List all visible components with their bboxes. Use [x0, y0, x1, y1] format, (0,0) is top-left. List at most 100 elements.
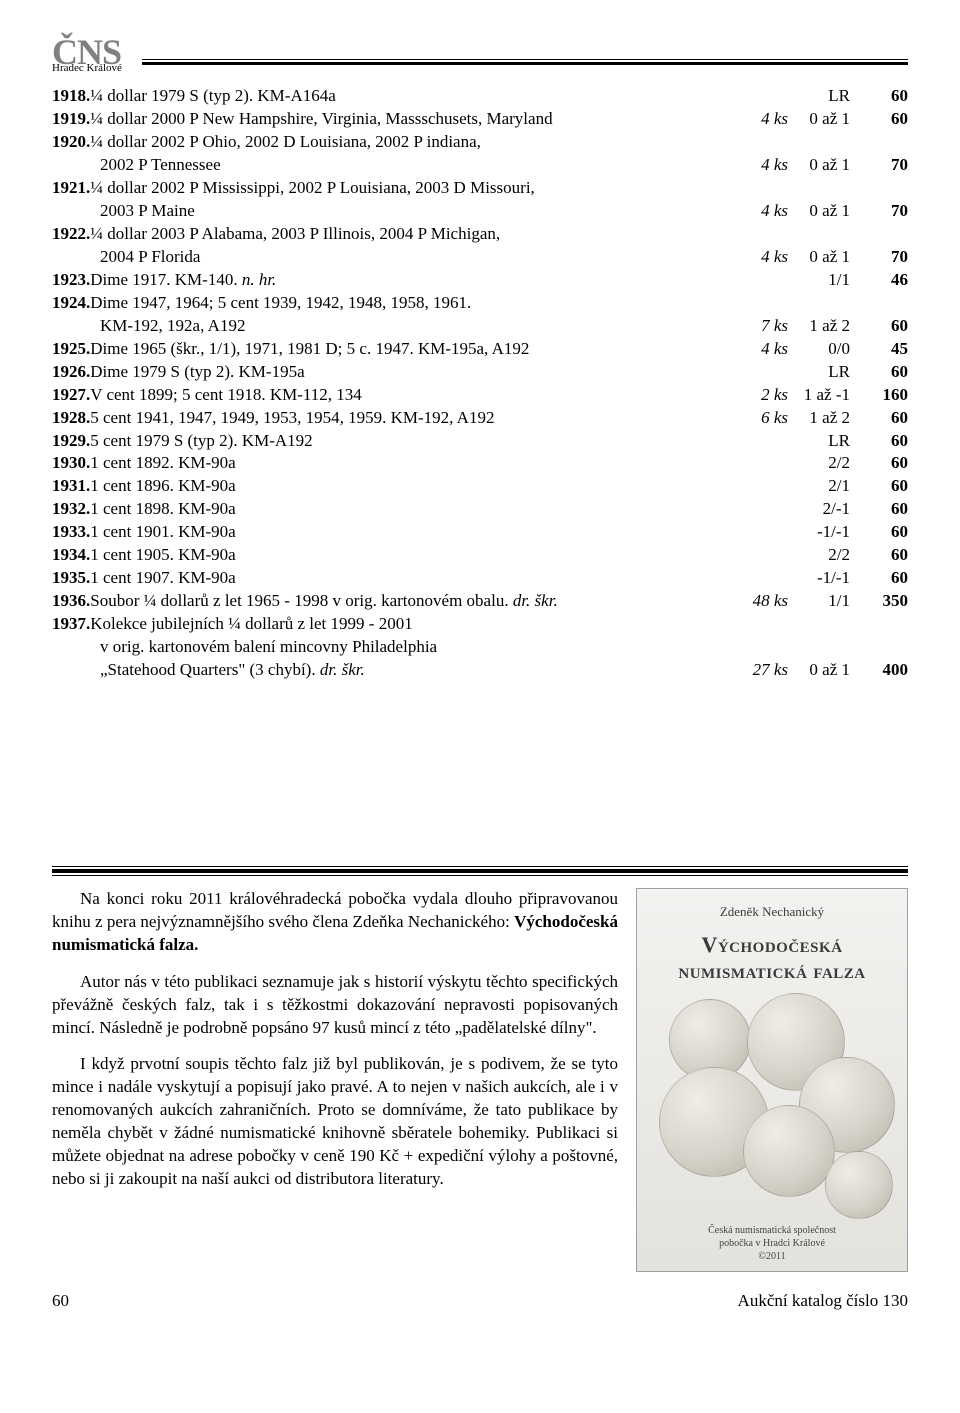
catalog-row: 1918. ¼ dollar 1979 S (typ 2). KM-A164aL…: [52, 85, 908, 108]
catalog-row: 1930. 1 cent 1892. KM-90a2/260: [52, 452, 908, 475]
book-cover: Zdeněk Nechanický Východočeská numismati…: [636, 888, 908, 1272]
lot-grade: -1/-1: [794, 567, 856, 590]
lot-description: 2003 P Maine: [52, 200, 732, 223]
lot-grade: 0 až 1: [794, 154, 856, 177]
promo-p3: I když prvotní soupis těchto falz již by…: [52, 1053, 618, 1191]
catalog-row: 1924. Dime 1947, 1964; 5 cent 1939, 1942…: [52, 292, 908, 315]
lot-grade: 0/0: [794, 338, 856, 361]
lot-grade: 1 až 2: [794, 315, 856, 338]
lot-number: 1932.: [52, 498, 90, 521]
catalog-row: 1927. V cent 1899; 5 cent 1918. KM-112, …: [52, 384, 908, 407]
catalog-row: 1928. 5 cent 1941, 1947, 1949, 1953, 195…: [52, 407, 908, 430]
lot-price: 60: [856, 452, 908, 475]
section-divider: [52, 866, 908, 876]
lot-number: 1925.: [52, 338, 90, 361]
catalog-row: KM-192, 192a, A1927 ks1 až 260: [52, 315, 908, 338]
lot-quantity: 27 ks: [732, 659, 794, 682]
lot-number: 1935.: [52, 567, 90, 590]
lot-description: Dime 1979 S (typ 2). KM-195a: [90, 361, 732, 384]
book-title-2: numismatická falza: [647, 958, 897, 983]
coin-art: [647, 993, 897, 1218]
lot-price: 60: [856, 475, 908, 498]
lot-number: 1937.: [52, 613, 90, 636]
lot-grade: 0 až 1: [794, 659, 856, 682]
lot-description: 2002 P Tennessee: [52, 154, 732, 177]
lot-grade: 0 až 1: [794, 108, 856, 131]
lot-number: 1923.: [52, 269, 90, 292]
lot-number: 1918.: [52, 85, 90, 108]
book-title-1: Východočeská: [647, 932, 897, 957]
catalog-row: „Statehood Quarters" (3 chybí). dr. škr.…: [52, 659, 908, 682]
catalog-row: 1919. ¼ dollar 2000 P New Hampshire, Vir…: [52, 108, 908, 131]
catalog-row: v orig. kartonovém balení mincovny Phila…: [52, 636, 908, 659]
lot-grade: 2/-1: [794, 498, 856, 521]
lot-number: 1920.: [52, 131, 90, 154]
lot-number: 1930.: [52, 452, 90, 475]
lot-grade: -1/-1: [794, 521, 856, 544]
lot-quantity: 48 ks: [732, 590, 794, 613]
page-number: 60: [52, 1290, 69, 1313]
lot-number: 1927.: [52, 384, 90, 407]
catalog-row: 1931. 1 cent 1896. KM-90a2/160: [52, 475, 908, 498]
lot-price: 45: [856, 338, 908, 361]
lot-number: 1934.: [52, 544, 90, 567]
catalog-row: 1922. ¼ dollar 2003 P Alabama, 2003 P Il…: [52, 223, 908, 246]
lot-description: 1 cent 1901. KM-90a: [90, 521, 732, 544]
lot-description: 1 cent 1898. KM-90a: [90, 498, 732, 521]
catalog-row: 2004 P Florida4 ks0 až 170: [52, 246, 908, 269]
catalog-row: 2003 P Maine4 ks0 až 170: [52, 200, 908, 223]
lot-price: 70: [856, 200, 908, 223]
promo-p2: Autor nás v této publikaci seznamuje jak…: [52, 971, 618, 1040]
lot-number: 1924.: [52, 292, 90, 315]
lot-grade: 0 až 1: [794, 200, 856, 223]
lot-description: 1 cent 1905. KM-90a: [90, 544, 732, 567]
lot-description: 5 cent 1979 S (typ 2). KM-A192: [90, 430, 732, 453]
lot-number: 1928.: [52, 407, 90, 430]
catalog-row: 1932. 1 cent 1898. KM-90a2/-160: [52, 498, 908, 521]
lot-description: Dime 1917. KM-140. n. hr.: [90, 269, 732, 292]
lot-grade: LR: [794, 430, 856, 453]
lot-price: 60: [856, 108, 908, 131]
lot-description: Soubor ¼ dollarů z let 1965 - 1998 v ori…: [90, 590, 732, 613]
lot-price: 60: [856, 567, 908, 590]
lot-description: Dime 1947, 1964; 5 cent 1939, 1942, 1948…: [90, 292, 732, 315]
promo-block: Na konci roku 2011 královéhradecká poboč…: [52, 888, 908, 1272]
lot-description: v orig. kartonovém balení mincovny Phila…: [52, 636, 732, 659]
lot-price: 60: [856, 85, 908, 108]
lot-price: 60: [856, 521, 908, 544]
lot-price: 70: [856, 246, 908, 269]
book-footer: Česká numismatická společnost pobočka v …: [647, 1218, 897, 1263]
catalog-row: 1925. Dime 1965 (škr., 1/1), 1971, 1981 …: [52, 338, 908, 361]
catalog-row: 1936. Soubor ¼ dollarů z let 1965 - 1998…: [52, 590, 908, 613]
lot-quantity: 4 ks: [732, 200, 794, 223]
lot-grade: 1 až 2: [794, 407, 856, 430]
catalog-row: 1933. 1 cent 1901. KM-90a-1/-160: [52, 521, 908, 544]
lot-description: 2004 P Florida: [52, 246, 732, 269]
lot-number: 1926.: [52, 361, 90, 384]
lot-description: 1 cent 1896. KM-90a: [90, 475, 732, 498]
lot-price: 160: [856, 384, 908, 407]
lot-description: Dime 1965 (škr., 1/1), 1971, 1981 D; 5 c…: [90, 338, 732, 361]
lot-quantity: 4 ks: [732, 338, 794, 361]
promo-text: Na konci roku 2011 královéhradecká poboč…: [52, 888, 618, 1272]
lot-description: ¼ dollar 2000 P New Hampshire, Virginia,…: [90, 108, 732, 131]
lot-quantity: 4 ks: [732, 246, 794, 269]
lot-grade: 0 až 1: [794, 246, 856, 269]
catalog-title: Aukční katalog číslo 130: [738, 1290, 908, 1313]
lot-price: 60: [856, 407, 908, 430]
page-footer: 60 Aukční katalog číslo 130: [52, 1290, 908, 1313]
lot-number: 1922.: [52, 223, 90, 246]
lot-grade: 2/2: [794, 544, 856, 567]
lot-description: 5 cent 1941, 1947, 1949, 1953, 1954, 195…: [90, 407, 732, 430]
lot-quantity: 6 ks: [732, 407, 794, 430]
lot-price: 46: [856, 269, 908, 292]
lot-grade: 1 až -1: [794, 384, 856, 407]
lot-quantity: 4 ks: [732, 108, 794, 131]
lot-description: ¼ dollar 2003 P Alabama, 2003 P Illinois…: [90, 223, 732, 246]
catalog-row: 1935. 1 cent 1907. KM-90a -1/-160: [52, 567, 908, 590]
lot-description: Kolekce jubilejních ¼ dollarů z let 1999…: [90, 613, 732, 636]
lot-description: 1 cent 1907. KM-90a: [90, 567, 732, 590]
lot-quantity: 7 ks: [732, 315, 794, 338]
lot-price: 60: [856, 430, 908, 453]
catalog-row: 1920. ¼ dollar 2002 P Ohio, 2002 D Louis…: [52, 131, 908, 154]
